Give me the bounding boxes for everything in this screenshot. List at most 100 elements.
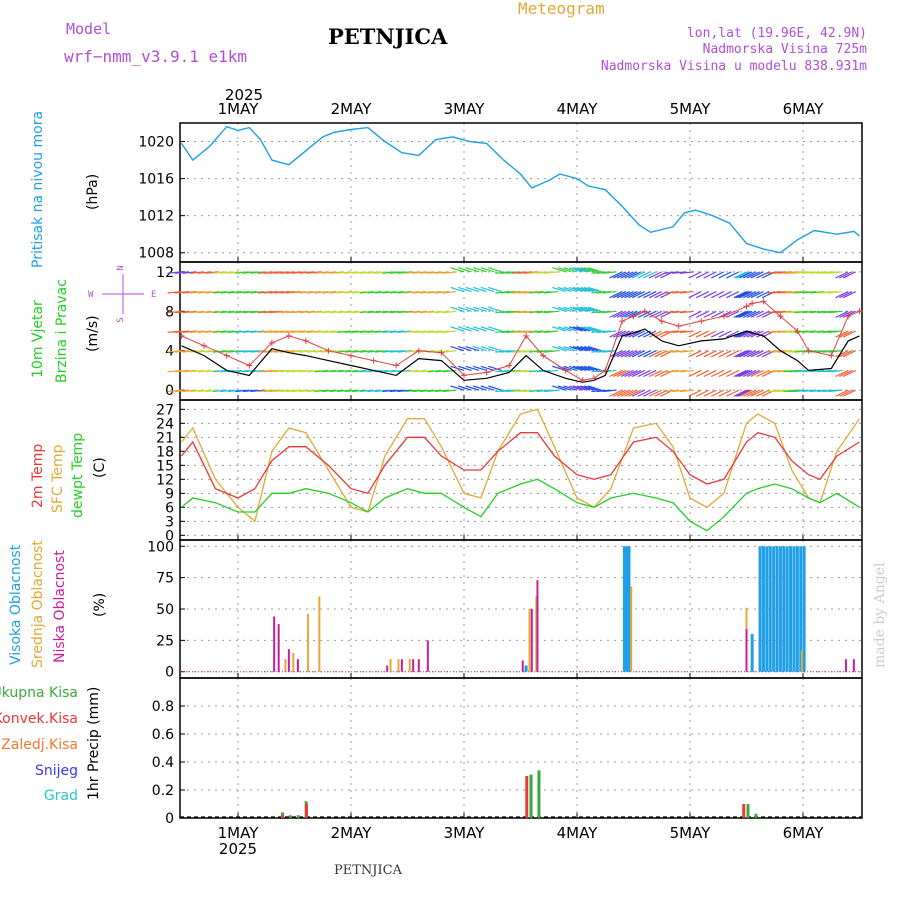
wind-arrow	[637, 389, 651, 397]
wind-arrow	[679, 310, 694, 314]
pressure-tick-label: 1008	[138, 246, 174, 262]
wind-label-1: 10m Vjetar	[30, 300, 46, 378]
wind-arrow	[563, 286, 578, 293]
temperature-tick-label: 6	[165, 500, 174, 516]
precip-bar	[742, 804, 746, 818]
wind-arrow	[688, 271, 702, 279]
wind-arrow	[389, 271, 404, 274]
wind-arrow	[794, 290, 809, 294]
wind-arrow	[419, 310, 434, 314]
wind-arrow	[802, 369, 817, 373]
wind-arrow	[227, 290, 242, 294]
wind-arrow	[337, 310, 352, 314]
wind-arrow	[746, 291, 760, 299]
wind-arrow	[235, 389, 250, 393]
wind-arrow	[544, 271, 559, 274]
cloud-bar	[284, 659, 287, 672]
wind-arrow	[711, 369, 725, 378]
wind-arrow	[434, 330, 449, 333]
wind-arrow	[536, 310, 551, 314]
wind-arrow	[839, 310, 853, 318]
wind-arrow	[569, 365, 583, 372]
wind-arrow	[711, 330, 725, 338]
wind-arrow	[688, 330, 702, 338]
cloud-bar	[782, 546, 786, 672]
wind-arrow	[703, 271, 717, 279]
wind-arrow	[828, 330, 843, 333]
cloud-bar	[768, 546, 772, 672]
wind-arrow	[397, 369, 412, 373]
wind-arrow	[620, 310, 634, 318]
wind-arrow	[552, 346, 566, 352]
sfc-label: SFC Temp	[50, 444, 66, 513]
bottom-day-label: 1MAY	[218, 824, 260, 842]
gust-marker	[856, 308, 863, 315]
dewpt-label: dewpt Temp	[70, 433, 86, 518]
wind-arrow	[628, 291, 642, 299]
cloud-bar	[296, 659, 299, 672]
wind-arrow	[679, 350, 694, 353]
wind-arrow	[842, 350, 856, 358]
wind-arrow	[382, 350, 397, 353]
wind-arrow	[835, 330, 849, 338]
wind-arrow	[828, 350, 843, 353]
wind-arrow	[580, 306, 595, 312]
wind-arrow	[735, 369, 749, 378]
wind-arrow	[250, 290, 265, 294]
cloud-bar	[844, 659, 847, 672]
wind-arrow	[735, 389, 749, 397]
wind-arrow	[367, 271, 382, 274]
cloud-bar	[800, 650, 803, 672]
wind-arrow	[718, 389, 732, 397]
wind-arrow	[480, 365, 495, 372]
wind-arrow	[746, 330, 760, 338]
wind-arrow	[235, 310, 250, 314]
wind-arrow	[695, 330, 710, 338]
wind-arrow	[839, 271, 853, 279]
wind-arrow	[584, 385, 598, 391]
cloud-bar	[389, 659, 392, 672]
cloud-bar	[273, 616, 276, 672]
wind-arrow	[337, 369, 352, 373]
wind-arrow	[427, 330, 442, 333]
wind-arrow	[314, 330, 329, 333]
wind-arrow	[212, 310, 227, 314]
wind-arrow	[389, 290, 404, 294]
wind-arrow	[190, 369, 205, 373]
wind-arrow	[306, 310, 321, 314]
wind-arrows	[167, 267, 856, 397]
wind-arrow	[628, 350, 642, 358]
cloud-bar	[772, 546, 776, 672]
precip-bar	[296, 815, 300, 818]
wind-arrow	[616, 389, 630, 397]
wind-arrow	[695, 369, 710, 378]
wind-arrow	[352, 350, 367, 353]
wind-arrow	[643, 350, 657, 358]
wind-arrow	[576, 365, 591, 372]
cloud-bar	[799, 546, 803, 672]
wind-arrow	[529, 271, 544, 274]
temperature-tick-label: 3	[165, 514, 174, 530]
model-elevation-label: Nadmorska Visina u modelu 838.931m	[601, 59, 867, 74]
wind-arrow	[291, 310, 306, 314]
wind-arrow	[688, 389, 702, 397]
wind-arrow	[473, 326, 487, 332]
wind-tick-label: 12	[156, 265, 174, 281]
wind-arrow	[743, 271, 757, 279]
wind-arrow	[809, 271, 824, 274]
wind-arrow	[613, 389, 627, 397]
clouds-tick-label: 50	[156, 602, 174, 618]
wind-arrow	[374, 310, 389, 314]
precip-panel: 0.8 0.6 0.4 0.2 0	[152, 677, 863, 827]
wind-arrow	[450, 267, 465, 273]
wind-arrow	[242, 389, 257, 393]
wind-arrow	[743, 330, 757, 338]
wind-arrow	[580, 365, 595, 372]
wind-arrow	[299, 310, 314, 314]
wind-arrow	[382, 389, 397, 393]
wind-arrow	[802, 350, 817, 353]
wind-arrow	[536, 271, 551, 274]
wind-arrow	[544, 389, 559, 393]
wind-arrow	[733, 350, 747, 358]
wind-arrow	[250, 389, 265, 393]
